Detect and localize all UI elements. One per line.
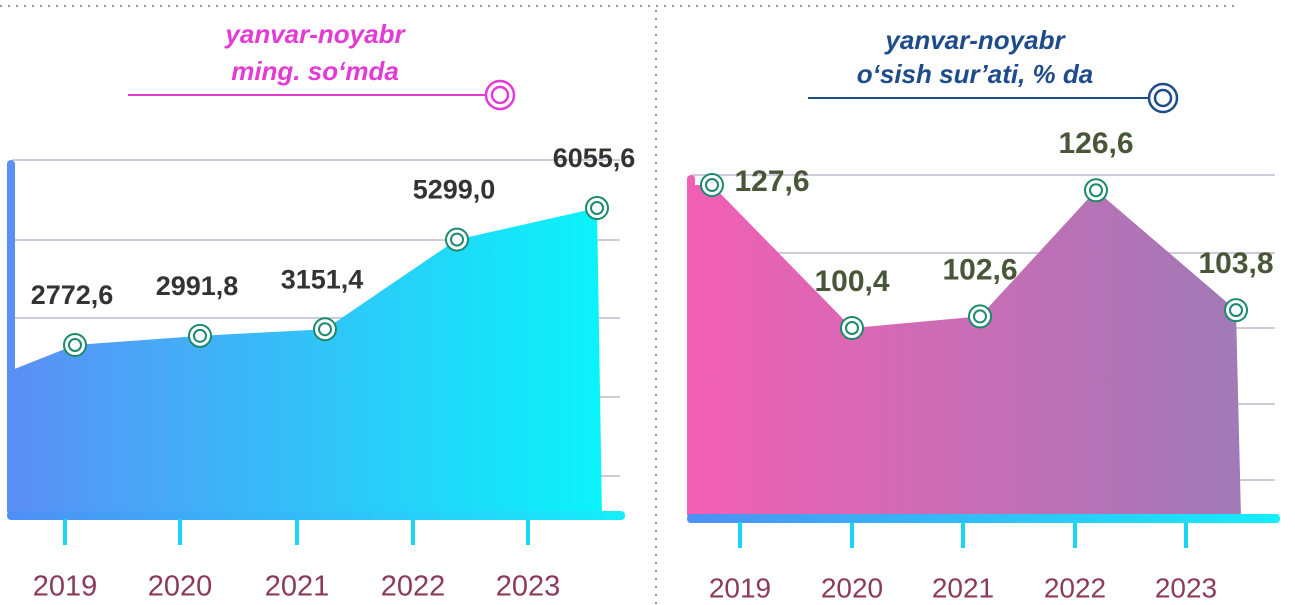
- y-axis-bar: [7, 160, 15, 515]
- value-label: 2991,8: [156, 271, 239, 301]
- y-axis-bar: [687, 175, 695, 518]
- marker: [585, 196, 609, 220]
- x-tick-label: 2022: [381, 571, 446, 603]
- marker-inner: [590, 201, 604, 215]
- marker-inner: [318, 322, 332, 337]
- value-label: 2772,6: [31, 280, 114, 310]
- value-label: 100,4: [814, 265, 889, 298]
- marker-inner: [193, 328, 207, 343]
- marker-inner: [845, 321, 859, 335]
- x-tick-label: 2020: [148, 571, 213, 603]
- value-label: 127,6: [734, 165, 809, 198]
- area: [692, 185, 1241, 518]
- marker: [968, 304, 992, 329]
- chart-title: yanvar-noyabr: [223, 19, 406, 49]
- marker-inner: [450, 232, 464, 247]
- marker-inner: [705, 178, 719, 192]
- area: [12, 208, 602, 515]
- x-tick-label: 2023: [1155, 572, 1217, 603]
- marker: [1084, 178, 1108, 203]
- marker: [313, 317, 337, 342]
- x-tick-label: 2019: [709, 572, 771, 603]
- title-dot: [484, 79, 516, 111]
- x-tick-label: 2023: [496, 571, 561, 603]
- marker: [188, 323, 212, 348]
- marker-inner: [68, 338, 82, 352]
- x-axis-bar: [7, 511, 625, 520]
- value-label: 126,6: [1058, 127, 1133, 160]
- value-label: 3151,4: [281, 264, 364, 294]
- x-tick-label: 2022: [1044, 572, 1106, 603]
- value-label: 102,6: [942, 253, 1017, 286]
- value-label: 103,8: [1198, 247, 1273, 280]
- value-label: 6055,6: [553, 143, 636, 173]
- chart-subtitle: ming. so‘mda: [231, 56, 399, 86]
- title-dot-inner: [1153, 88, 1173, 108]
- marker-inner: [1089, 183, 1103, 198]
- marker: [840, 316, 864, 340]
- marker: [700, 173, 724, 197]
- value-label: 5299,0: [413, 175, 496, 205]
- title-dot: [1147, 82, 1179, 114]
- marker-inner: [1229, 303, 1243, 318]
- marker: [63, 333, 87, 357]
- marker: [445, 227, 469, 252]
- chart-title: yanvar-noyabr: [883, 25, 1066, 55]
- title-dot-inner: [490, 85, 510, 105]
- x-tick-label: 2021: [265, 571, 330, 603]
- x-tick-label: 2021: [932, 572, 994, 603]
- x-tick-label: 2020: [821, 572, 883, 603]
- x-tick-label: 2019: [33, 571, 98, 603]
- marker: [1224, 298, 1248, 323]
- marker-inner: [973, 309, 987, 324]
- chart-subtitle: o‘sish sur’ati, % da: [857, 59, 1093, 89]
- x-axis-bar: [687, 514, 1280, 523]
